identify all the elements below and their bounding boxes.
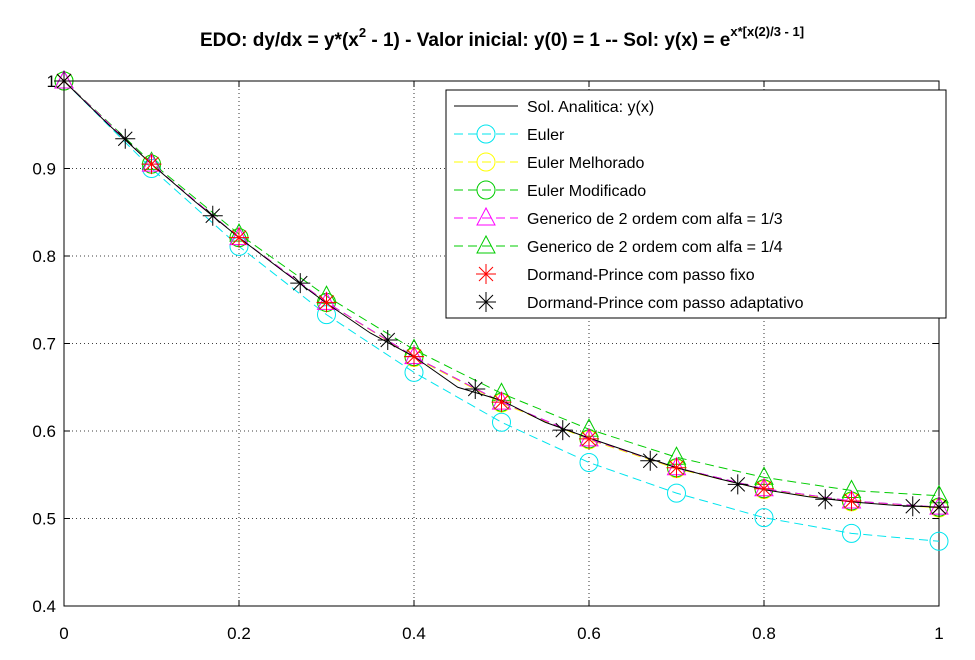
- series-7: [54, 71, 949, 518]
- data-point: [579, 453, 599, 472]
- data-point: [667, 483, 686, 503]
- data-point: [929, 497, 949, 518]
- data-point: [815, 489, 836, 510]
- y-tick-label: 0.5: [32, 510, 56, 529]
- chart-title: EDO: dy/dx = y*(x2 - 1) - Valor inicial:…: [200, 24, 804, 51]
- data-point: [929, 531, 949, 551]
- data-point: [754, 508, 774, 528]
- y-tick-label: 0.9: [32, 160, 56, 179]
- legend-item: Sol. Analitica: y(x): [454, 99, 654, 116]
- legend-label: Dormand-Prince com passo adaptativo: [527, 295, 804, 312]
- legend-item: Euler: [454, 124, 565, 144]
- x-tick-label: 0: [59, 624, 68, 643]
- legend-label: Euler: [527, 127, 565, 144]
- data-point: [579, 428, 599, 449]
- legend-marker: [476, 152, 496, 172]
- data-point: [465, 379, 486, 399]
- legend-marker: [476, 234, 496, 254]
- legend-item: Dormand-Prince com passo adaptativo: [476, 292, 804, 312]
- legend-marker: [476, 292, 496, 312]
- data-point: [377, 330, 398, 350]
- series-line: [63, 80, 940, 542]
- legend-marker: [476, 124, 496, 144]
- legend-marker: [476, 264, 496, 284]
- data-point: [841, 491, 862, 511]
- plot-series: [54, 69, 949, 551]
- data-point: [842, 523, 861, 543]
- x-tick-label: 0.4: [402, 624, 426, 643]
- x-tick-label: 0.8: [752, 624, 776, 643]
- data-point: [552, 420, 573, 441]
- x-tick-label: 0.2: [227, 624, 251, 643]
- legend-item: Generico de 2 ordem com alfa = 1/3: [454, 206, 783, 228]
- y-tick-label: 1: [47, 72, 56, 91]
- legend-label: Sol. Analitica: y(x): [527, 99, 654, 116]
- legend-item: Euler Melhorado: [454, 152, 645, 172]
- data-point: [491, 392, 512, 413]
- legend: Sol. Analitica: y(x) Euler Euler Melhorado…: [445, 89, 947, 319]
- data-point: [492, 412, 511, 432]
- data-point: [202, 205, 223, 226]
- data-point: [115, 128, 136, 149]
- legend-label: Generico de 2 ordem com alfa = 1/3: [527, 211, 783, 228]
- legend-marker: [476, 206, 496, 226]
- legend-label: Euler Melhorado: [527, 155, 645, 172]
- data-point: [141, 154, 162, 175]
- x-tick-label: 0.6: [577, 624, 601, 643]
- axis-ticks: 0 0.2 0.4 0.6 0.8 1 0.4 0.5 0.6 0.7 0.8 0.9 1: [32, 72, 943, 643]
- data-point: [316, 292, 337, 313]
- data-point: [229, 227, 249, 248]
- data-point: [727, 474, 748, 495]
- legend-label: Generico de 2 ordem com alfa = 1/4: [527, 239, 783, 256]
- data-point: [754, 478, 774, 499]
- y-tick-label: 0.6: [32, 422, 56, 441]
- data-point: [54, 71, 74, 91]
- legend-item: Generico de 2 ordem com alfa = 1/4: [454, 234, 783, 256]
- data-point: [902, 496, 923, 517]
- y-tick-label: 0.4: [32, 597, 56, 616]
- legend-item: Euler Modificado: [454, 180, 646, 200]
- y-tick-label: 0.7: [32, 335, 56, 354]
- legend-label: Euler Modificado: [527, 183, 646, 200]
- x-tick-label: 1: [934, 624, 943, 643]
- legend-box: [445, 89, 947, 319]
- y-tick-label: 0.8: [32, 247, 56, 266]
- data-point: [666, 457, 687, 478]
- data-point: [640, 450, 661, 471]
- data-point: [290, 273, 311, 294]
- legend-marker: [476, 180, 496, 200]
- legend-label: Dormand-Prince com passo fixo: [527, 267, 755, 284]
- data-point: [404, 346, 424, 367]
- legend-item: Dormand-Prince com passo fixo: [476, 264, 755, 284]
